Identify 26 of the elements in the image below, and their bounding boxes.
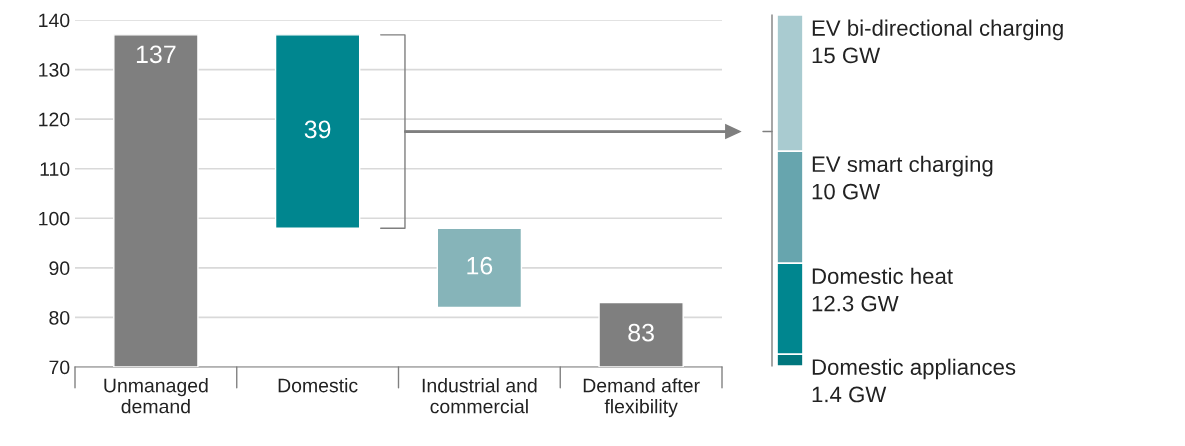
y-tick-label: 70: [49, 360, 70, 375]
x-tick-label: Domestic: [278, 378, 358, 393]
y-tick-label: 140: [39, 13, 70, 28]
text: 1.4 GW: [812, 386, 887, 403]
x-tick-label: Industrial and commercial: [422, 378, 537, 414]
series-label: Domestic heat: [812, 267, 953, 285]
bar: [436, 227, 523, 309]
y-tick-label: 120: [39, 112, 70, 127]
data-label: 39: [304, 120, 331, 139]
y-tick-label: 90: [49, 261, 70, 276]
series-label: EV bi-directional charging: [812, 19, 1063, 41]
text: 12.3 GW: [812, 295, 899, 312]
x-tick-label: Demand after flexibility: [583, 378, 700, 418]
y-tick-label: 80: [49, 310, 70, 325]
y-tick-label: 100: [39, 211, 70, 226]
y-tick-label: 110: [40, 162, 70, 176]
text: 10 GW: [812, 183, 881, 200]
series-label: Domestic appliances: [812, 358, 1016, 380]
bar: [274, 34, 361, 229]
x-tick-label: Unmanaged demand: [104, 378, 208, 414]
y-tick-label: 130: [39, 63, 70, 77]
series-label: EV smart charging: [812, 155, 993, 177]
text: 15 GW: [812, 47, 881, 64]
data-label: 16: [467, 256, 493, 275]
data-label: 137: [136, 45, 176, 64]
data-label: 83: [628, 323, 654, 342]
